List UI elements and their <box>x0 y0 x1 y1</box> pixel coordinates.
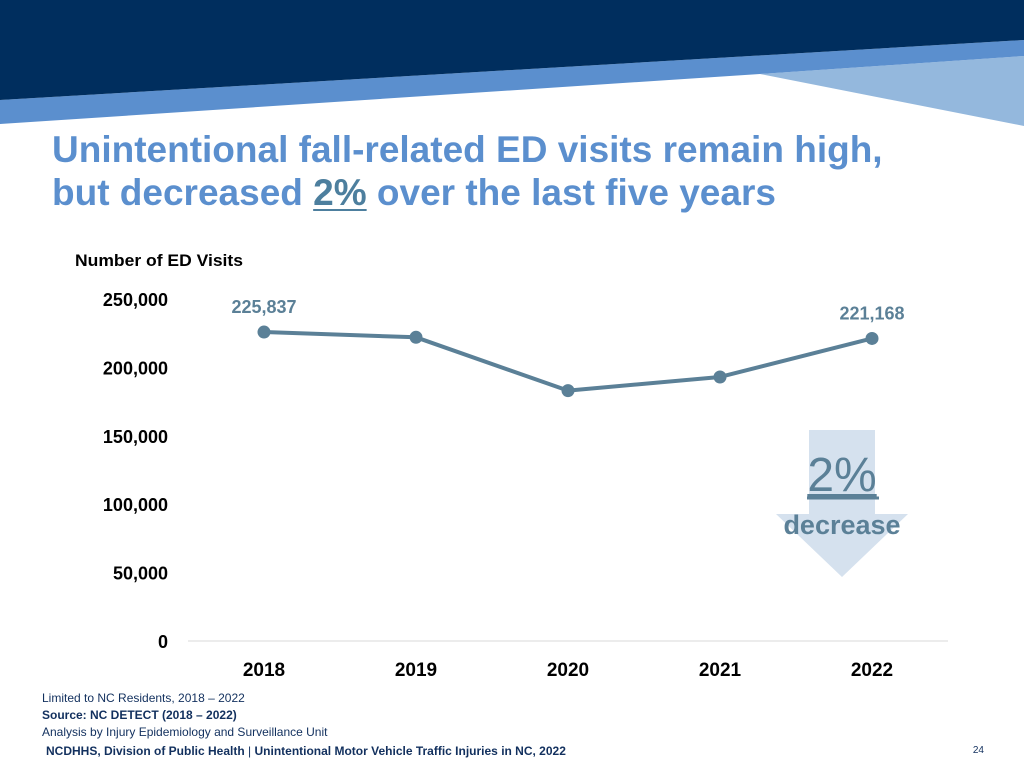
banner-blue-band <box>0 40 1024 124</box>
title-line-1: Unintentional fall-related ED visits rem… <box>52 129 883 170</box>
x-tick-label: 2021 <box>699 660 742 681</box>
data-point <box>257 325 271 339</box>
data-label: 225,837 <box>231 297 296 317</box>
note-analysis: Analysis by Injury Epidemiology and Surv… <box>42 725 328 739</box>
callout-label: decrease <box>783 510 900 540</box>
title-line-2-end: over the last five years <box>376 172 776 213</box>
data-point <box>561 384 575 398</box>
y-tick-label: 100,000 <box>103 495 168 515</box>
down-arrow-icon <box>776 430 908 577</box>
y-axis-title: Number of ED Visits <box>75 251 243 270</box>
x-tick-label: 2019 <box>395 660 437 681</box>
y-tick-label: 200,000 <box>103 358 168 378</box>
data-point <box>713 370 727 384</box>
series-line <box>263 330 873 393</box>
title-percent: 2% <box>313 172 367 213</box>
x-tick-label: 2018 <box>243 660 285 681</box>
x-tick-label: 2020 <box>547 660 589 681</box>
y-tick-label: 50,000 <box>113 564 168 584</box>
footer-org: NCDHHS, Division of Public Health <box>46 744 245 758</box>
page-number: 24 <box>972 745 984 756</box>
callout-percent: 2% <box>807 449 876 502</box>
y-tick-label: 0 <box>158 632 168 652</box>
header-banner <box>0 0 1024 126</box>
footer-separator: | <box>244 744 255 758</box>
footer-report: Unintentional Motor Vehicle Traffic Inju… <box>254 744 566 758</box>
data-label: 221,168 <box>839 303 904 323</box>
note-residents: Limited to NC Residents, 2018 – 2022 <box>42 691 245 705</box>
x-tick-label: 2022 <box>851 660 893 681</box>
footer: NCDHHS, Division of Public Health | Unin… <box>46 744 566 758</box>
y-tick-label: 250,000 <box>103 290 168 310</box>
data-point <box>409 330 423 344</box>
title-line-2-start: but decreased <box>52 172 303 213</box>
data-point <box>865 331 879 345</box>
slide-title: Unintentional fall-related ED visits rem… <box>52 128 992 214</box>
y-tick-label: 150,000 <box>103 427 168 447</box>
note-source: Source: NC DETECT (2018 – 2022) <box>42 708 237 722</box>
banner-navy-band <box>0 0 1024 100</box>
banner-light-band <box>760 56 1024 126</box>
